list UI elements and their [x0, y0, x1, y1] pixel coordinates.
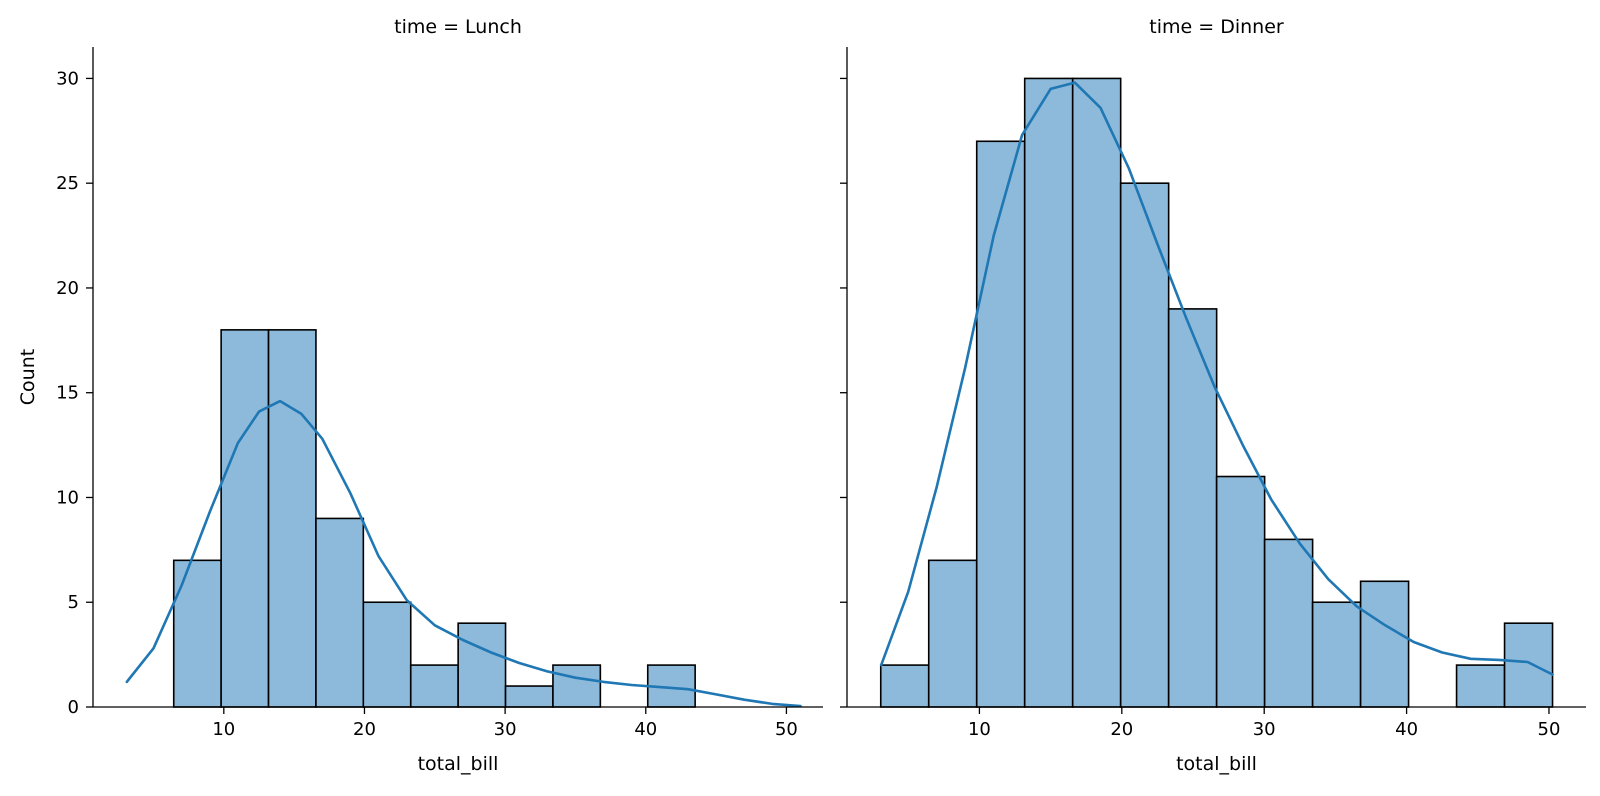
- x-tick-label: 50: [775, 719, 798, 740]
- x-tick-label: 10: [212, 719, 235, 740]
- y-tick-label: 10: [56, 487, 79, 508]
- facet-title: time = Lunch: [394, 16, 522, 38]
- histogram-bar: [1503, 622, 1554, 708]
- kde-curve: [879, 81, 1554, 676]
- histogram-bar: [267, 329, 317, 708]
- x-tick-label: 30: [494, 719, 517, 740]
- histogram-bar: [975, 140, 1026, 708]
- y-tick-label: 25: [56, 173, 79, 194]
- histogram-bar: [1311, 601, 1362, 708]
- x-tick-label: 20: [1110, 719, 1133, 740]
- x-tick-label: 40: [1395, 719, 1418, 740]
- y-tick-label: 20: [56, 278, 79, 299]
- y-tick-label: 15: [56, 383, 79, 404]
- histogram-bar: [172, 559, 222, 708]
- histogram-bar: [552, 664, 602, 708]
- x-tick-label: 10: [968, 719, 991, 740]
- histogram-bar: [315, 517, 365, 708]
- histogram-bar: [1215, 475, 1266, 708]
- x-axis-label: total_bill: [418, 753, 499, 775]
- x-tick-label: 50: [1538, 719, 1561, 740]
- kde-curve: [125, 399, 802, 708]
- histogram-bar: [1071, 77, 1122, 708]
- histogram-bar: [409, 664, 459, 708]
- x-tick-label: 30: [1253, 719, 1276, 740]
- y-tick-label: 30: [56, 68, 79, 89]
- x-tick-label: 40: [634, 719, 657, 740]
- histogram-bar: [1119, 182, 1170, 708]
- histogram-bar: [927, 559, 978, 708]
- histogram-bar: [1455, 664, 1506, 708]
- histogram-bar: [220, 329, 270, 708]
- histogram-bar: [457, 622, 507, 708]
- facet-title: time = Dinner: [1149, 16, 1284, 38]
- histogram-bar: [504, 685, 554, 708]
- x-tick-label: 20: [353, 719, 376, 740]
- x-axis-label: total_bill: [1176, 753, 1257, 775]
- histogram-bar: [362, 601, 412, 708]
- y-axis-label: Count: [17, 349, 39, 405]
- histogram-bar: [1167, 308, 1218, 708]
- histogram-bar: [1263, 538, 1314, 708]
- histogram-bar: [879, 664, 930, 708]
- y-tick-label: 5: [68, 592, 79, 613]
- histogram-bar: [1023, 77, 1074, 708]
- y-tick-label: 0: [68, 697, 79, 718]
- histogram-bar: [1359, 580, 1410, 708]
